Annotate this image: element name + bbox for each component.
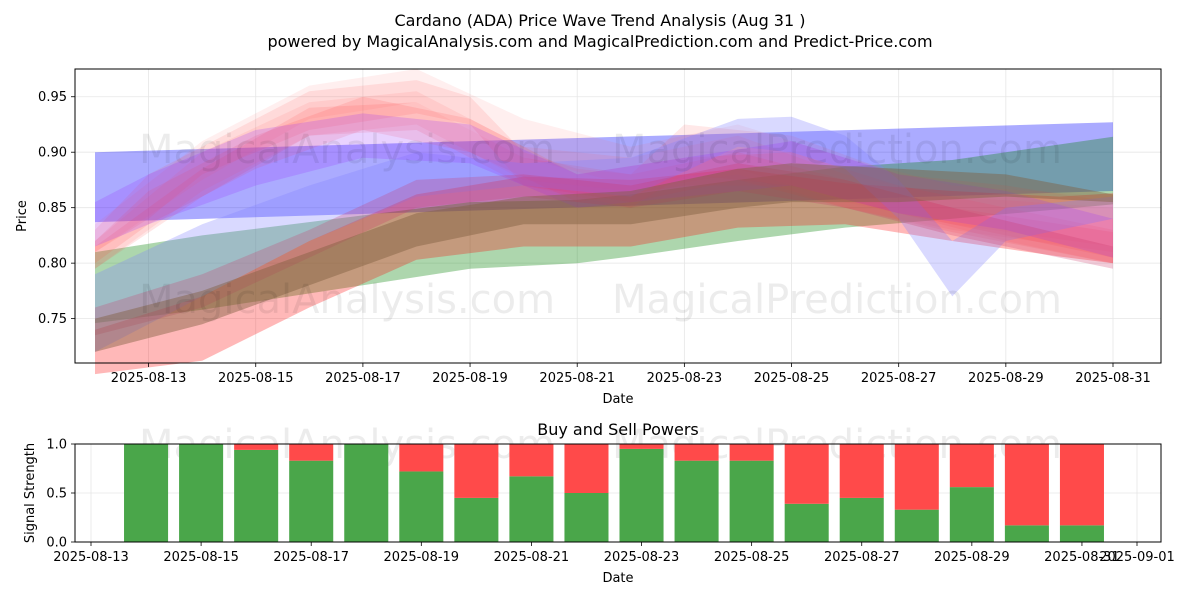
chart-subtitle: powered by MagicalAnalysis.com and Magic…	[267, 32, 932, 51]
sell-power-bar	[894, 444, 939, 510]
buy-power-bar	[619, 448, 664, 542]
price-wave-band	[95, 122, 1113, 223]
watermark-text: MagicalPrediction.com	[612, 277, 1062, 323]
signal-plot: Buy and Sell Powers MagicalAnalysis.com …	[23, 420, 1175, 586]
chart-title: Cardano (ADA) Price Wave Trend Analysis …	[394, 11, 805, 30]
sell-power-bar	[839, 444, 884, 498]
price-grid	[75, 69, 1161, 363]
signal-x-tick-label: 2025-08-25	[714, 550, 790, 565]
buy-power-bar	[124, 444, 169, 542]
price-bands	[95, 69, 1113, 375]
price-y-tick-label: 0.80	[38, 257, 67, 272]
signal-y-tick-label: 0.5	[46, 487, 67, 502]
price-y-tick-label: 0.85	[38, 201, 67, 216]
price-wave-band	[95, 116, 1113, 352]
signal-x-tick-label: 2025-08-19	[384, 550, 460, 565]
price-wave-band	[95, 69, 1113, 253]
price-wave-band	[95, 91, 1113, 269]
price-x-tick-label: 2025-08-19	[432, 371, 508, 386]
buy-power-bar	[509, 476, 554, 542]
signal-x-ticks: 2025-08-13 2025-08-15 2025-08-17 2025-08-19…	[53, 542, 1175, 565]
sell-power-bar	[619, 444, 664, 449]
buy-power-bar	[674, 460, 719, 542]
price-wave-band	[95, 96, 1113, 264]
price-x-tick-label: 2025-08-25	[754, 371, 830, 386]
buy-power-bar	[564, 493, 609, 542]
signal-x-tick-label: 2025-08-23	[604, 550, 680, 565]
watermark-text: MagicalAnalysis.com	[139, 127, 555, 173]
signal-x-tick-label: 2025-08-29	[934, 550, 1010, 565]
sell-power-bar	[1004, 444, 1049, 526]
signal-x-tick-label: 2025-08-13	[53, 550, 129, 565]
buy-power-bar	[344, 444, 389, 542]
price-x-tick-label: 2025-08-17	[325, 371, 401, 386]
price-wave-band	[95, 113, 1113, 258]
price-y-tick-label: 0.95	[38, 90, 67, 105]
buy-power-bar	[399, 471, 444, 542]
sell-power-bar	[564, 444, 609, 493]
price-x-tick-label: 2025-08-29	[968, 371, 1044, 386]
price-x-ticks: 2025-08-13 2025-08-15 2025-08-17 2025-08-19…	[111, 363, 1151, 386]
signal-x-tick-label: 2025-08-31	[1044, 550, 1120, 565]
buy-power-bar	[729, 460, 774, 542]
buy-power-bar	[234, 449, 279, 542]
signal-y-ticks: 0.0 0.5 1.0	[46, 438, 75, 551]
price-x-tick-label: 2025-08-13	[111, 371, 187, 386]
price-wave-band	[95, 163, 1113, 336]
buy-power-bar	[894, 509, 939, 542]
sell-power-bar	[784, 444, 829, 504]
price-watermark: MagicalAnalysis.com MagicalPrediction.co…	[139, 127, 1062, 323]
signal-y-tick-label: 1.0	[46, 438, 67, 453]
price-wave-band	[95, 80, 1113, 264]
buy-power-bar	[784, 503, 829, 542]
buy-power-bar	[1004, 525, 1049, 542]
buy-power-bar	[179, 444, 224, 542]
signal-x-tick-label: 2025-08-21	[494, 550, 570, 565]
buy-power-bar	[289, 460, 334, 542]
price-x-axis-label: Date	[602, 392, 633, 407]
sell-power-bar	[234, 444, 279, 450]
price-x-tick-label: 2025-08-23	[647, 371, 723, 386]
buy-power-bar	[949, 487, 994, 542]
watermark-text: MagicalAnalysis.com	[139, 277, 555, 323]
price-x-tick-label: 2025-08-27	[861, 371, 937, 386]
sell-power-bar	[949, 444, 994, 488]
buy-power-bar	[839, 497, 884, 542]
price-y-tick-label: 0.75	[38, 312, 67, 327]
sell-power-bar	[509, 444, 554, 477]
price-y-axis-label: Price	[15, 200, 30, 232]
buy-power-bar	[1059, 525, 1104, 542]
price-x-tick-label: 2025-08-21	[539, 371, 615, 386]
signal-x-tick-label: 2025-08-15	[163, 550, 239, 565]
sell-power-bar	[289, 444, 334, 461]
signal-x-tick-label: 2025-09-01	[1099, 550, 1175, 565]
sell-power-bar	[729, 444, 774, 461]
buy-power-bar	[454, 497, 499, 542]
watermark-text: MagicalPrediction.com	[612, 127, 1062, 173]
price-wave-band	[95, 136, 1113, 324]
price-wave-band	[95, 163, 1113, 352]
signal-y-tick-label: 0.0	[46, 536, 67, 551]
signal-y-axis-label: Signal Strength	[23, 443, 38, 543]
sell-power-bar	[399, 444, 444, 472]
price-y-tick-label: 0.90	[38, 146, 67, 161]
signal-bars	[124, 444, 1104, 542]
price-wave-band	[95, 168, 1113, 375]
sell-power-bar	[454, 444, 499, 498]
price-x-tick-label: 2025-08-31	[1075, 371, 1151, 386]
signal-x-tick-label: 2025-08-17	[273, 550, 349, 565]
price-x-tick-label: 2025-08-15	[218, 371, 294, 386]
price-plot-frame	[74, 68, 1162, 364]
price-wave-band	[95, 102, 1113, 269]
price-y-ticks: 0.75 0.80 0.85 0.90 0.95	[38, 90, 75, 327]
price-wave-plot: MagicalAnalysis.com MagicalPrediction.co…	[15, 68, 1162, 407]
sell-power-bar	[1059, 444, 1104, 526]
signal-x-axis-label: Date	[602, 571, 633, 586]
signal-title: Buy and Sell Powers	[537, 420, 699, 439]
signal-x-tick-label: 2025-08-27	[824, 550, 900, 565]
sell-power-bar	[674, 444, 719, 461]
